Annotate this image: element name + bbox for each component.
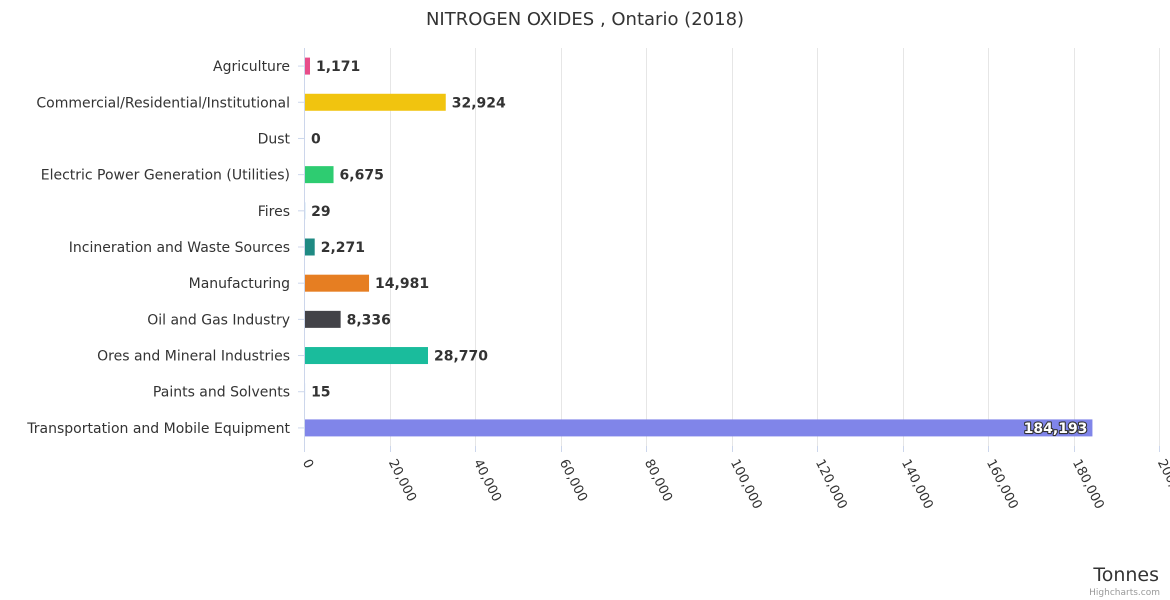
- bar[interactable]: [305, 310, 341, 328]
- category-label: Dust: [258, 131, 291, 147]
- bar[interactable]: [305, 347, 428, 365]
- bar[interactable]: [305, 274, 370, 292]
- chart-title: NITROGEN OXIDES , Ontario (2018): [426, 9, 744, 30]
- category-label: Fires: [258, 204, 290, 220]
- category-label: Electric Power Generation (Utilities): [41, 168, 290, 184]
- data-label: 6,675: [340, 168, 384, 184]
- gridlines: [304, 48, 1160, 452]
- category-label: Commercial/Residential/Institutional: [36, 95, 290, 111]
- category-labels: Agriculture Commercial/Residential/Instit…: [26, 59, 304, 437]
- category-label: Incineration and Waste Sources: [69, 240, 290, 256]
- bar[interactable]: [305, 166, 334, 184]
- data-label: 2,271: [321, 240, 365, 256]
- bar[interactable]: [305, 238, 315, 256]
- category-label: Oil and Gas Industry: [147, 312, 290, 328]
- data-label: 8,336: [347, 312, 391, 328]
- bars: [305, 57, 1093, 437]
- bar[interactable]: [305, 57, 311, 75]
- data-label: 32,924: [452, 95, 506, 111]
- data-label: 29: [311, 204, 330, 220]
- bar[interactable]: [305, 419, 1093, 437]
- category-label: Paints and Solvents: [153, 385, 290, 401]
- data-label: 14,981: [375, 276, 429, 292]
- category-label: Ores and Mineral Industries: [97, 349, 290, 365]
- category-label: Manufacturing: [189, 276, 290, 292]
- data-label: 184,193: [1024, 421, 1088, 437]
- category-label: Transportation and Mobile Equipment: [26, 421, 290, 437]
- category-label: Agriculture: [213, 59, 290, 75]
- data-label: 0: [311, 131, 321, 147]
- data-labels: 1,171 32,924 0 6,675 29 2,271 14,981 8,336 28,77…: [311, 59, 1089, 438]
- data-label: 1,171: [316, 59, 360, 75]
- data-label: 28,770: [434, 349, 488, 365]
- bar[interactable]: [305, 93, 446, 111]
- credits-link[interactable]: Highcharts.com: [1089, 588, 1160, 598]
- value-axis-title: Tonnes: [1092, 564, 1159, 586]
- data-label: 15: [311, 385, 330, 401]
